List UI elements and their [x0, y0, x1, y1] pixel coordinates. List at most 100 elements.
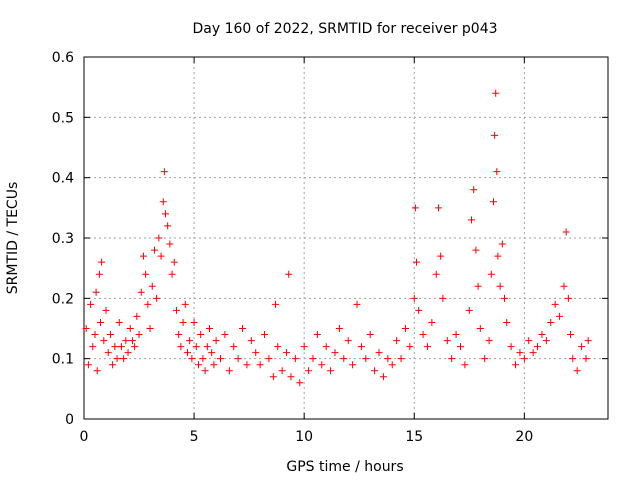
- data-point: [98, 258, 106, 266]
- data-point: [120, 355, 128, 363]
- data-point: [415, 306, 423, 314]
- data-point: [87, 300, 95, 308]
- y-tick-label: 0.1: [52, 352, 74, 368]
- data-point: [520, 355, 528, 363]
- data-point: [562, 228, 570, 236]
- data-point: [331, 349, 339, 357]
- data-point: [375, 349, 383, 357]
- data-point: [155, 234, 163, 242]
- data-point: [313, 331, 321, 339]
- data-point: [122, 337, 130, 345]
- data-point: [456, 343, 464, 351]
- data-point: [135, 331, 143, 339]
- data-point: [573, 367, 581, 375]
- data-point: [322, 343, 330, 351]
- data-point: [153, 294, 161, 302]
- tick-labels: 0 0.1 0.2 0.3 0.4 0.5 0.6 0 5 10 15 20: [52, 50, 534, 445]
- data-point: [437, 252, 445, 260]
- data-point: [170, 258, 178, 266]
- data-point: [186, 337, 194, 345]
- data-point: [225, 367, 233, 375]
- y-tick-label: 0.4: [52, 171, 74, 187]
- data-point: [584, 337, 592, 345]
- data-point: [547, 318, 555, 326]
- data-point: [210, 361, 218, 369]
- data-point: [131, 343, 139, 351]
- data-point: [234, 355, 242, 363]
- data-point: [164, 222, 172, 230]
- data-point: [179, 318, 187, 326]
- data-point: [569, 355, 577, 363]
- data-point: [126, 325, 134, 332]
- data-point: [128, 337, 136, 345]
- data-point: [379, 373, 387, 381]
- data-point: [567, 331, 575, 339]
- data-point: [494, 252, 502, 260]
- data-point: [166, 240, 174, 248]
- data-point: [212, 337, 220, 345]
- x-tick-label: 5: [190, 429, 199, 445]
- data-point: [239, 325, 247, 332]
- chart-title: Day 160 of 2022, SRMTID for receiver p04…: [192, 21, 497, 37]
- data-point: [465, 306, 473, 314]
- data-point: [291, 355, 299, 363]
- data-point: [501, 294, 509, 302]
- data-point: [503, 318, 511, 326]
- data-point: [487, 270, 495, 278]
- data-point: [247, 337, 255, 345]
- data-point: [439, 294, 447, 302]
- data-point: [172, 306, 180, 314]
- data-point: [82, 325, 90, 332]
- data-point: [507, 343, 515, 351]
- data-point: [142, 270, 150, 278]
- x-axis-title: GPS time / hours: [286, 459, 403, 475]
- data-point: [133, 312, 141, 320]
- data-point: [481, 355, 489, 363]
- data-point: [144, 300, 152, 308]
- data-point: [95, 270, 103, 278]
- data-point: [197, 331, 205, 339]
- data-point: [84, 361, 92, 369]
- data-point: [230, 343, 238, 351]
- data-point: [93, 367, 101, 375]
- data-point: [183, 349, 191, 357]
- data-point: [362, 355, 370, 363]
- data-point: [181, 300, 189, 308]
- data-point: [344, 337, 352, 345]
- data-point: [309, 355, 317, 363]
- data-point: [272, 300, 280, 308]
- data-point: [243, 361, 251, 369]
- data-point: [578, 343, 586, 351]
- data-point: [92, 288, 100, 296]
- data-point: [168, 270, 176, 278]
- data-point: [492, 89, 500, 97]
- data-point: [493, 168, 501, 176]
- data-point: [201, 367, 209, 375]
- data-point: [340, 355, 348, 363]
- data-point: [300, 343, 308, 351]
- data-point: [461, 361, 469, 369]
- data-point: [160, 168, 168, 176]
- data-point: [285, 270, 293, 278]
- data-point: [534, 343, 542, 351]
- data-point: [448, 355, 456, 363]
- data-point: [278, 367, 286, 375]
- data-point: [205, 325, 213, 332]
- data-point: [269, 373, 277, 381]
- data-point: [97, 318, 105, 326]
- data-point: [274, 343, 282, 351]
- data-point: [498, 240, 506, 248]
- y-tick-label: 0.2: [52, 291, 74, 307]
- data-point: [452, 331, 460, 339]
- data-point: [512, 361, 520, 369]
- data-point: [305, 367, 313, 375]
- data-point: [516, 349, 524, 357]
- data-point: [564, 294, 572, 302]
- data-point: [104, 349, 112, 357]
- y-tick-label: 0: [65, 412, 74, 428]
- data-points: [82, 89, 592, 387]
- data-point: [443, 337, 451, 345]
- data-point: [411, 204, 419, 212]
- data-point: [177, 343, 185, 351]
